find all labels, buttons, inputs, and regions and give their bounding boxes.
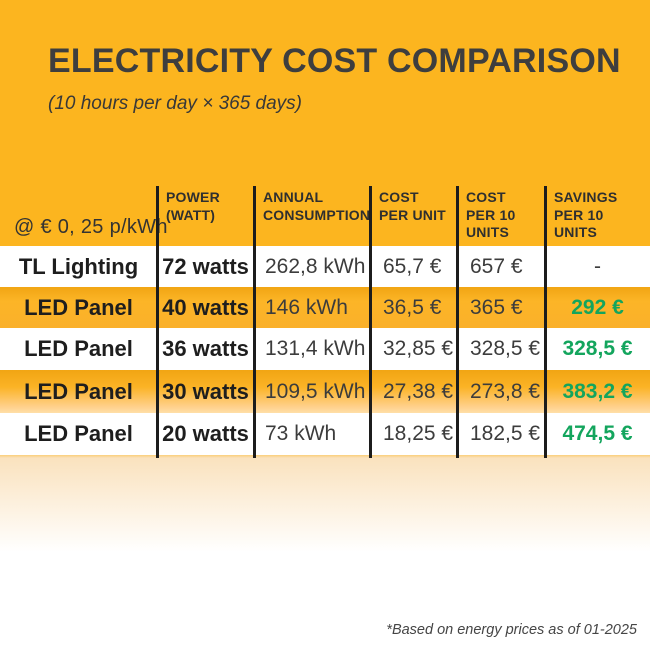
annual-consumption-cell: 109,5 kWh [265,379,366,403]
power-cell: 30 watts [162,378,249,404]
power-cell: 20 watts [162,421,249,446]
cost-per-10-units-cell: 182,5 € [470,422,541,445]
column-header-power: POWER (WATT) [166,189,220,223]
column-divider [156,186,159,458]
product-name-cell: LED Panel [24,336,133,361]
table-row: TL Lighting 72 watts 262,8 kWh 65,7 € 65… [0,246,650,287]
cost-per-unit-cell: 36,5 € [383,295,442,319]
cost-per-unit-cell: 27,38 € [383,379,454,403]
table-row: LED Panel 30 watts 109,5 kWh 27,38 € 273… [0,370,650,413]
column-header-cost-per-unit: COST PER UNIT [379,189,446,223]
cost-per-10-units-cell: 657 € [470,254,523,278]
table-row: LED Panel 20 watts 73 kWh 18,25 € 182,5 … [0,413,650,455]
column-header-cost-per-10-units: COST PER 10 UNITS [466,189,516,240]
power-cell: 72 watts [162,253,249,279]
column-divider [544,186,547,458]
page-title: ELECTRICITY COST COMPARISON [48,42,621,80]
energy-rate-label: @ € 0, 25 p/kWh [14,216,168,238]
annual-consumption-cell: 262,8 kWh [265,254,366,278]
table-header-row: @ € 0, 25 p/kWh POWER (WATT) ANNUAL CONS… [0,180,650,246]
column-header-savings-per-10-units: SAVINGS PER 10 UNITS [554,189,618,240]
page-subtitle: (10 hours per day × 365 days) [48,93,303,114]
annual-consumption-cell: 131,4 kWh [265,337,366,360]
cost-per-10-units-cell: 273,8 € [470,379,541,403]
annual-consumption-cell: 146 kWh [265,295,348,319]
savings-cell: - [594,254,601,278]
column-divider [369,186,372,458]
cost-per-unit-cell: 65,7 € [383,254,442,278]
savings-cell: 474,5 € [562,422,633,445]
product-name-cell: LED Panel [24,421,133,446]
cost-per-unit-cell: 32,85 € [383,337,454,360]
footnote: *Based on energy prices as of 01-2025 [386,622,637,638]
table-row: LED Panel 40 watts 146 kWh 36,5 € 365 € … [0,287,650,328]
cost-per-10-units-cell: 328,5 € [470,337,541,360]
annual-consumption-cell: 73 kWh [265,422,337,445]
column-divider [253,186,256,458]
savings-cell: 328,5 € [562,337,633,360]
cost-per-10-units-cell: 365 € [470,295,523,319]
power-cell: 36 watts [162,336,249,361]
comparison-table: @ € 0, 25 p/kWh POWER (WATT) ANNUAL CONS… [0,180,650,458]
column-header-annual-consumption: ANNUAL CONSUMPTION [263,189,371,223]
savings-cell: 383,2 € [562,379,633,403]
cost-per-unit-cell: 18,25 € [383,422,454,445]
savings-cell: 292 € [571,295,624,319]
product-name-cell: LED Panel [24,294,133,320]
column-divider [456,186,459,458]
product-name-cell: LED Panel [24,378,133,404]
power-cell: 40 watts [162,294,249,320]
product-name-cell: TL Lighting [18,253,139,279]
table-row: LED Panel 36 watts 131,4 kWh 32,85 € 328… [0,328,650,370]
